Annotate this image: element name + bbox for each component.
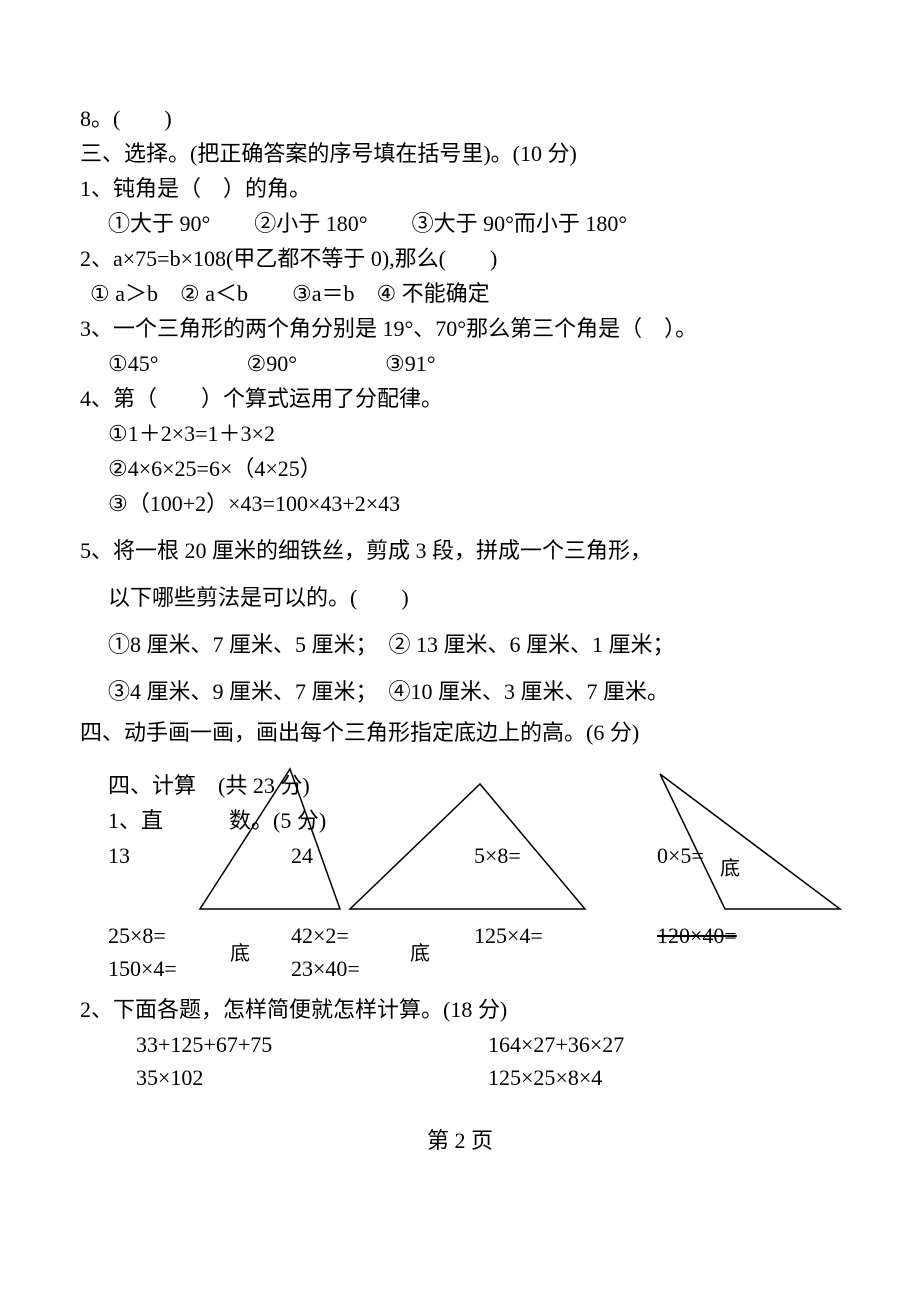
triangles-figure: 四、计算 (共 23 分) 1、直 数。(5 分) 13 24 5×8= 0×5… xyxy=(80,769,840,919)
q3-5-opts1: ①8 厘米、7 厘米、5 厘米； ② 13 厘米、6 厘米、1 厘米； xyxy=(80,628,840,661)
base-label-1: 底 xyxy=(230,939,250,969)
calc-row-1: 13 24 5×8= 0×5= xyxy=(80,839,840,872)
section-4b-title: 四、计算 (共 23 分) xyxy=(80,769,840,802)
calc-r1-b: 24 xyxy=(291,839,474,872)
calc2-row-1: 33+125+67+75 164×27+36×27 xyxy=(80,1028,840,1061)
calc-r3-b: 23×40= xyxy=(291,952,474,985)
q3-1: 1、钝角是（ ）的角。 xyxy=(80,172,840,205)
base-label-2: 底 xyxy=(410,939,430,969)
q3-5-line1: 5、将一根 20 厘米的细铁丝，剪成 3 段，拼成一个三角形， xyxy=(80,534,840,567)
q3-4: 4、第（ ）个算式运用了分配律。 xyxy=(80,382,840,415)
calc2-row-2: 35×102 125×25×8×4 xyxy=(80,1061,840,1094)
question-8: 8。( ) xyxy=(80,102,840,135)
q3-4-opt-c: ③（100+2）×43=100×43+2×43 xyxy=(80,487,840,520)
section-3-title: 三、选择。(把正确答案的序号填在括号里)。(10 分) xyxy=(80,137,840,170)
calc2-r2-a: 35×102 xyxy=(136,1061,488,1094)
q3-4-opt-a: ①1＋2×3=1＋3×2 xyxy=(80,417,840,450)
calc2-r1-a: 33+125+67+75 xyxy=(136,1028,488,1061)
section-4a-title: 四、动手画一画，画出每个三角形指定底边上的高。(6 分) xyxy=(80,716,840,749)
q3-2-options: ① a＞b ② a＜b ③a＝b ④ 不能确定 xyxy=(80,277,840,310)
calc1-title: 1、直 数。(5 分) xyxy=(80,804,840,837)
q3-2: 2、a×75=b×108(甲乙都不等于 0),那么( ) xyxy=(80,242,840,275)
calc2-r2-b: 125×25×8×4 xyxy=(488,1061,840,1094)
calc-r3-a: 150×4= xyxy=(108,952,291,985)
calc-r1-d: 0×5= xyxy=(657,839,840,872)
calc2-title: 2、下面各题，怎样简便就怎样计算。(18 分) xyxy=(80,993,840,1026)
q3-3-options: ①45° ②90° ③91° xyxy=(80,347,840,380)
calc-r1-a: 13 xyxy=(108,839,291,872)
q3-4-opt-b: ②4×6×25=6×（4×25） xyxy=(80,452,840,485)
q3-1-options: ①大于 90° ②小于 180° ③大于 90°而小于 180° xyxy=(80,207,840,240)
q3-5-line2: 以下哪些剪法是可以的。( ) xyxy=(80,581,840,614)
calc2-r1-b: 164×27+36×27 xyxy=(488,1028,840,1061)
calc-r1-c: 5×8= xyxy=(474,839,657,872)
page-number: 第 2 页 xyxy=(80,1124,840,1157)
calc-row-3: 150×4= 23×40= xyxy=(80,952,840,985)
q3-5-opts2: ③4 厘米、9 厘米、7 厘米； ④10 厘米、3 厘米、7 厘米。 xyxy=(80,675,840,708)
q3-3: 3、一个三角形的两个角分别是 19°、70°那么第三个角是（ ）。 xyxy=(80,312,840,345)
